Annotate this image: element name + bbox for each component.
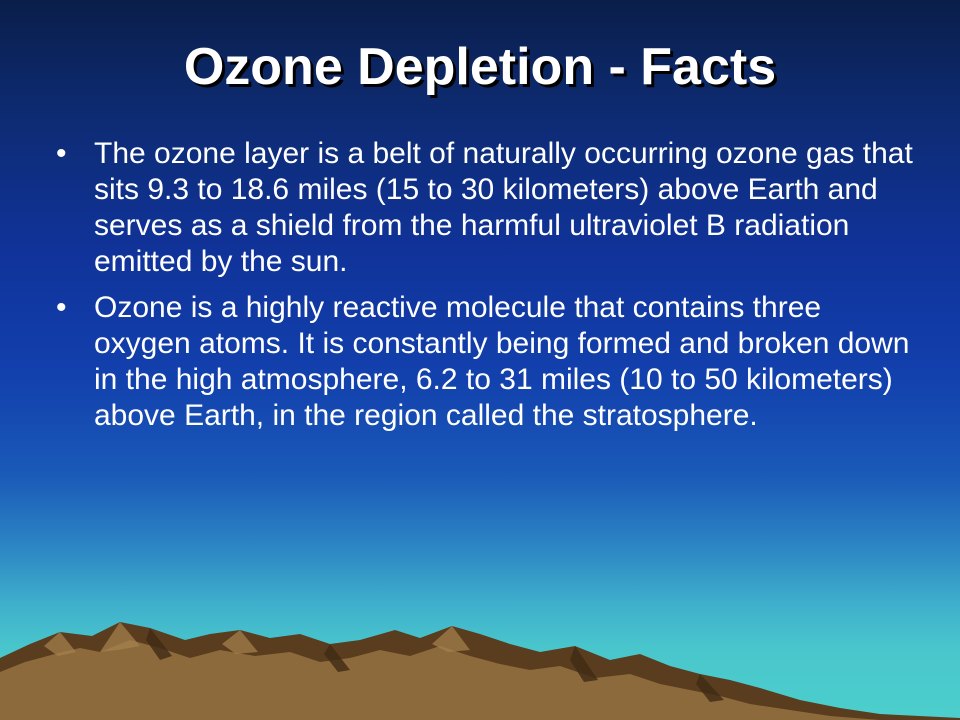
bullet-item: • Ozone is a highly reactive molecule th… [56, 290, 916, 434]
bullet-text: Ozone is a highly reactive molecule that… [94, 291, 910, 432]
mountain-highlights [44, 622, 470, 656]
mountain-range-icon [0, 622, 960, 720]
bullet-text: The ozone layer is a belt of naturally o… [94, 137, 913, 278]
slide-title: Ozone Depletion - Facts [183, 38, 777, 96]
bullet-item: • The ozone layer is a belt of naturally… [56, 136, 916, 280]
bullet-dot-icon: • [56, 291, 67, 324]
mountain-front-slopes [0, 640, 880, 720]
bullet-list: • The ozone layer is a belt of naturally… [56, 136, 916, 444]
bullet-dot-icon: • [56, 137, 67, 170]
